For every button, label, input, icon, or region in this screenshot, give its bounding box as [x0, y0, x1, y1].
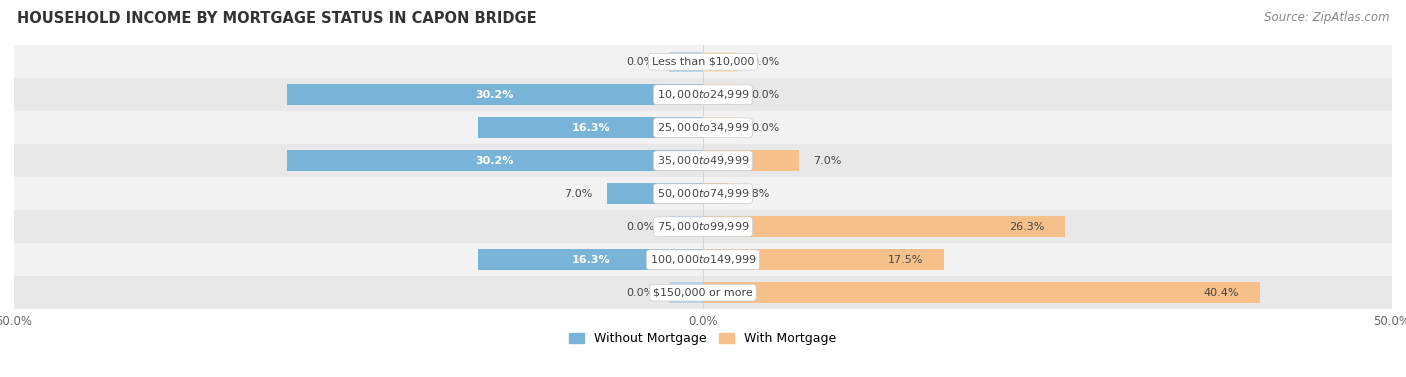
Text: HOUSEHOLD INCOME BY MORTGAGE STATUS IN CAPON BRIDGE: HOUSEHOLD INCOME BY MORTGAGE STATUS IN C… — [17, 11, 537, 26]
Bar — [14, 144, 1392, 177]
Text: Less than $10,000: Less than $10,000 — [652, 57, 754, 67]
Bar — [703, 216, 1066, 237]
Text: 0.0%: 0.0% — [751, 57, 779, 67]
Bar — [703, 118, 738, 138]
Bar — [669, 184, 703, 204]
Bar — [703, 250, 945, 270]
Text: 1.8%: 1.8% — [741, 188, 770, 199]
Bar — [478, 250, 703, 270]
Bar — [703, 216, 738, 237]
Bar — [703, 250, 738, 270]
Text: 0.0%: 0.0% — [751, 90, 779, 100]
Text: 0.0%: 0.0% — [627, 57, 655, 67]
Text: 30.2%: 30.2% — [475, 156, 515, 166]
Bar — [669, 282, 703, 303]
Bar — [14, 45, 1392, 78]
Bar — [703, 282, 1260, 303]
Text: $50,000 to $74,999: $50,000 to $74,999 — [657, 187, 749, 200]
Legend: Without Mortgage, With Mortgage: Without Mortgage, With Mortgage — [564, 327, 842, 350]
Text: 16.3%: 16.3% — [571, 254, 610, 265]
Text: 7.0%: 7.0% — [813, 156, 842, 166]
Bar — [703, 150, 800, 171]
Bar — [669, 52, 703, 72]
Text: 16.3%: 16.3% — [571, 123, 610, 133]
Bar — [287, 150, 703, 171]
Text: $75,000 to $99,999: $75,000 to $99,999 — [657, 220, 749, 233]
Bar — [478, 118, 703, 138]
Bar — [703, 184, 738, 204]
Bar — [669, 216, 703, 237]
Bar — [14, 276, 1392, 309]
Bar — [287, 84, 703, 105]
Text: 0.0%: 0.0% — [627, 288, 655, 298]
Bar — [14, 210, 1392, 243]
Text: $25,000 to $34,999: $25,000 to $34,999 — [657, 121, 749, 134]
Bar — [14, 78, 1392, 111]
Text: 26.3%: 26.3% — [1010, 222, 1045, 232]
Bar — [703, 282, 738, 303]
Bar — [669, 250, 703, 270]
Bar — [606, 184, 703, 204]
Text: $100,000 to $149,999: $100,000 to $149,999 — [650, 253, 756, 266]
Text: 0.0%: 0.0% — [627, 222, 655, 232]
Text: Source: ZipAtlas.com: Source: ZipAtlas.com — [1264, 11, 1389, 24]
Bar — [669, 84, 703, 105]
Text: 7.0%: 7.0% — [564, 188, 593, 199]
Text: 0.0%: 0.0% — [751, 123, 779, 133]
Bar — [669, 118, 703, 138]
Text: $35,000 to $49,999: $35,000 to $49,999 — [657, 154, 749, 167]
Text: $10,000 to $24,999: $10,000 to $24,999 — [657, 88, 749, 101]
Bar — [14, 111, 1392, 144]
Bar — [703, 150, 738, 171]
Text: 17.5%: 17.5% — [889, 254, 924, 265]
Bar — [703, 84, 738, 105]
Bar — [14, 243, 1392, 276]
Bar — [669, 150, 703, 171]
Text: 30.2%: 30.2% — [475, 90, 515, 100]
Text: 40.4%: 40.4% — [1204, 288, 1239, 298]
Bar — [703, 184, 728, 204]
Bar — [703, 52, 738, 72]
Text: $150,000 or more: $150,000 or more — [654, 288, 752, 298]
Bar — [14, 177, 1392, 210]
